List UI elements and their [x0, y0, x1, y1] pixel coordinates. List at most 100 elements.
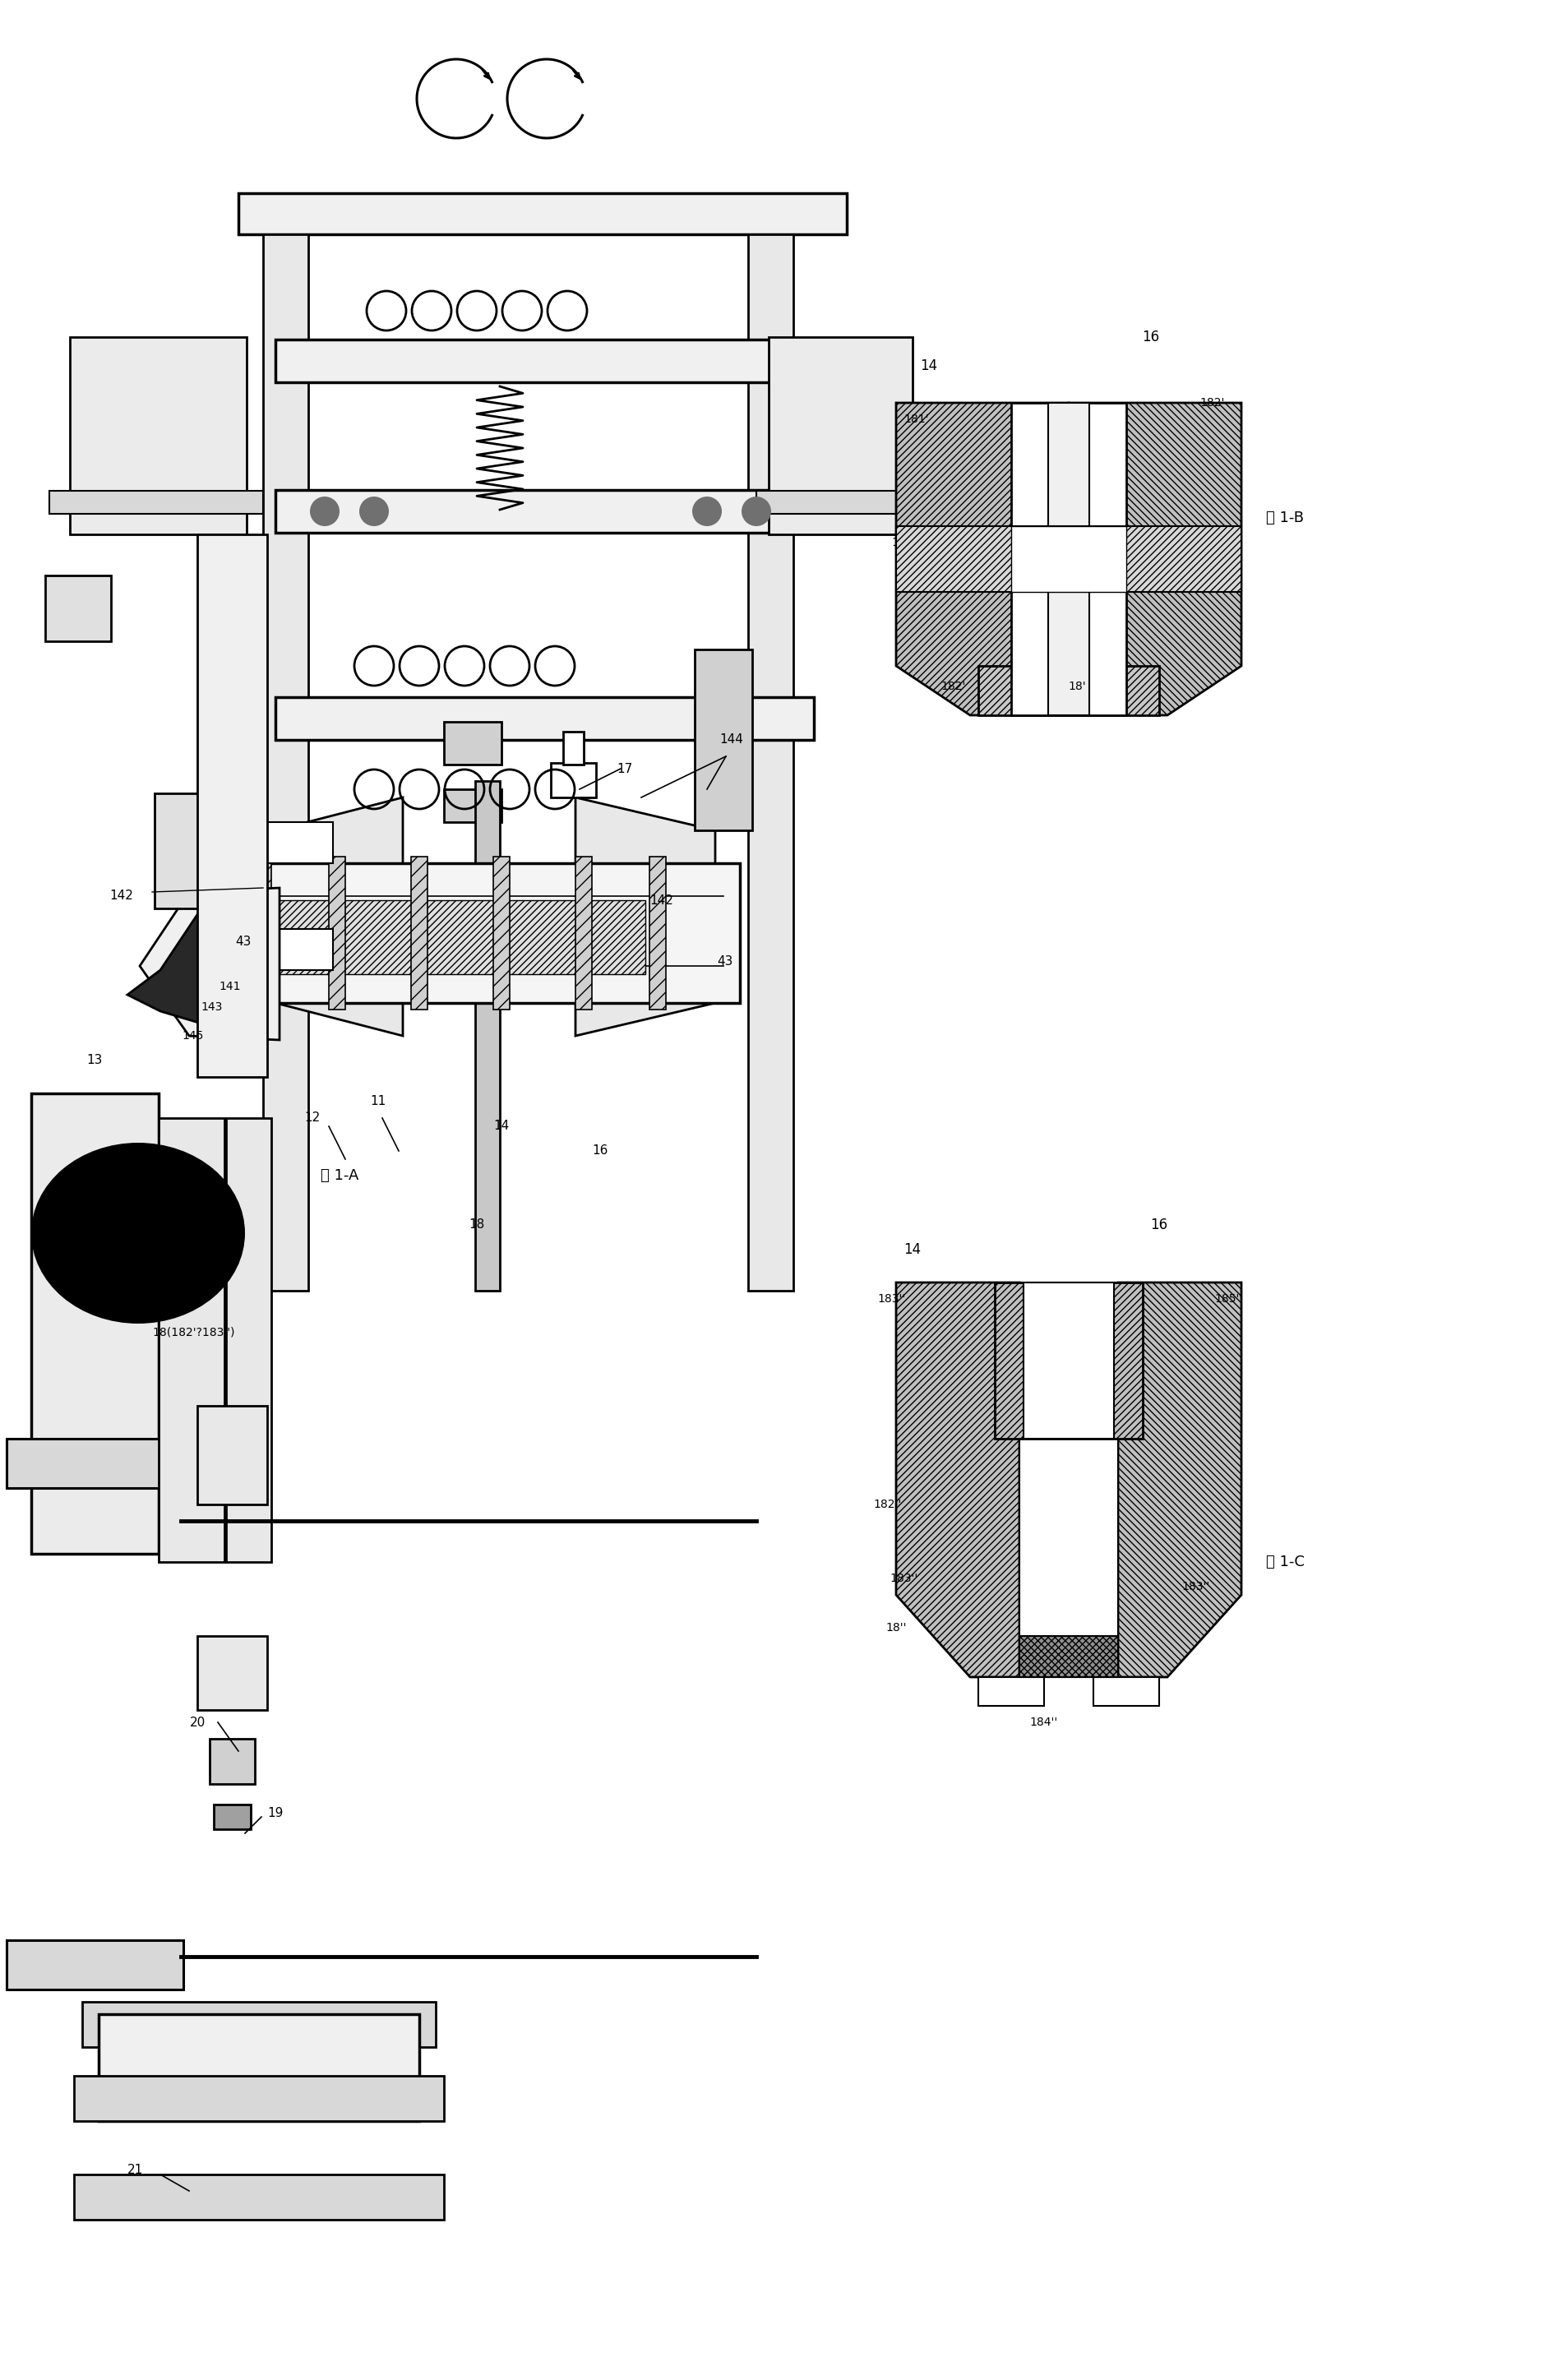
- Bar: [1048, 402, 1089, 716]
- Text: 141: 141: [219, 981, 241, 992]
- Polygon shape: [275, 797, 403, 1035]
- Bar: [6, 1940, 183, 1990]
- Text: 図 1-B: 図 1-B: [1267, 512, 1304, 526]
- Polygon shape: [128, 909, 201, 1023]
- Bar: [475, 781, 500, 1290]
- Bar: [1023, 1283, 1114, 1438]
- Bar: [995, 1283, 1143, 1438]
- Text: 182': 182': [942, 681, 967, 693]
- Bar: [275, 340, 814, 383]
- Bar: [197, 1635, 267, 1709]
- Bar: [444, 721, 501, 764]
- Text: 143: 143: [201, 1002, 223, 1014]
- Bar: [31, 1092, 159, 1554]
- Bar: [197, 536, 267, 1078]
- Text: 184'': 184'': [1029, 1716, 1057, 1728]
- Text: 145: 145: [183, 1031, 205, 1042]
- Bar: [197, 1407, 267, 1504]
- Bar: [262, 233, 308, 1290]
- Bar: [444, 790, 501, 821]
- Bar: [897, 526, 1242, 593]
- Bar: [70, 338, 247, 536]
- Text: 14: 14: [494, 1121, 509, 1133]
- Text: 183'': 183'': [890, 1573, 918, 1585]
- Bar: [239, 193, 847, 233]
- Text: 183'': 183'': [878, 1292, 906, 1304]
- Text: 18': 18': [1068, 681, 1086, 693]
- Bar: [1020, 1635, 1118, 1678]
- Bar: [226, 1119, 272, 1561]
- Text: 13: 13: [86, 1054, 103, 1066]
- Polygon shape: [897, 1283, 1020, 1678]
- Text: 17: 17: [617, 762, 633, 776]
- Text: 142: 142: [650, 895, 673, 907]
- Bar: [50, 490, 262, 514]
- Bar: [275, 490, 814, 533]
- Bar: [209, 1740, 255, 1785]
- Bar: [978, 666, 1159, 716]
- Text: 181': 181': [904, 414, 929, 426]
- Text: 図 1-A: 図 1-A: [320, 1169, 359, 1183]
- Polygon shape: [139, 888, 280, 1040]
- Bar: [83, 2002, 436, 2047]
- Bar: [756, 490, 929, 514]
- Bar: [1020, 1283, 1118, 1678]
- Text: 16: 16: [1142, 331, 1159, 345]
- Text: 43: 43: [717, 957, 733, 969]
- Text: 182'': 182'': [873, 1499, 901, 1511]
- Text: 1821': 1821': [1209, 562, 1242, 574]
- Circle shape: [692, 497, 722, 526]
- Text: 182': 182': [1200, 397, 1225, 409]
- Circle shape: [309, 497, 339, 526]
- Bar: [98, 2013, 419, 2121]
- Text: 21: 21: [128, 2163, 144, 2178]
- Text: 図 1-C: 図 1-C: [1267, 1554, 1304, 1568]
- Bar: [564, 731, 584, 764]
- Bar: [978, 1678, 1043, 1706]
- Bar: [6, 1438, 183, 1488]
- Bar: [650, 857, 665, 1009]
- Bar: [159, 1119, 225, 1561]
- Bar: [267, 821, 333, 864]
- Bar: [267, 928, 333, 971]
- Bar: [330, 857, 345, 1009]
- Text: 144: 144: [720, 733, 744, 745]
- Text: 18(182'?183''): 18(182'?183''): [152, 1326, 234, 1338]
- Text: 12: 12: [305, 1111, 320, 1123]
- Text: 14: 14: [904, 1242, 922, 1257]
- Bar: [769, 338, 912, 536]
- Bar: [214, 1804, 251, 1830]
- Ellipse shape: [31, 1142, 245, 1323]
- Text: 142: 142: [109, 890, 133, 902]
- Text: 16: 16: [592, 1145, 608, 1157]
- Bar: [226, 900, 645, 973]
- Circle shape: [742, 497, 772, 526]
- Bar: [255, 857, 272, 1009]
- Polygon shape: [575, 797, 715, 1035]
- Bar: [73, 2175, 444, 2221]
- Bar: [748, 233, 793, 1290]
- Text: 14: 14: [920, 359, 937, 374]
- Circle shape: [359, 497, 389, 526]
- Bar: [197, 864, 740, 1002]
- Polygon shape: [897, 402, 1068, 716]
- Bar: [575, 857, 592, 1009]
- Bar: [73, 2075, 444, 2121]
- Polygon shape: [201, 900, 226, 973]
- Text: 20: 20: [189, 1716, 205, 1728]
- Bar: [1093, 1678, 1159, 1706]
- Text: 43: 43: [236, 935, 251, 947]
- Text: 16: 16: [1151, 1219, 1168, 1233]
- Bar: [551, 764, 597, 797]
- Text: 11: 11: [370, 1095, 386, 1107]
- Bar: [1011, 526, 1126, 593]
- Polygon shape: [1118, 1283, 1242, 1678]
- Bar: [155, 793, 200, 909]
- Text: 183': 183': [892, 538, 917, 547]
- Bar: [411, 857, 428, 1009]
- Bar: [494, 857, 509, 1009]
- Text: 19: 19: [267, 1806, 283, 1818]
- Text: 183'': 183'': [1182, 1580, 1211, 1592]
- Text: 18: 18: [469, 1219, 484, 1230]
- Bar: [275, 697, 814, 740]
